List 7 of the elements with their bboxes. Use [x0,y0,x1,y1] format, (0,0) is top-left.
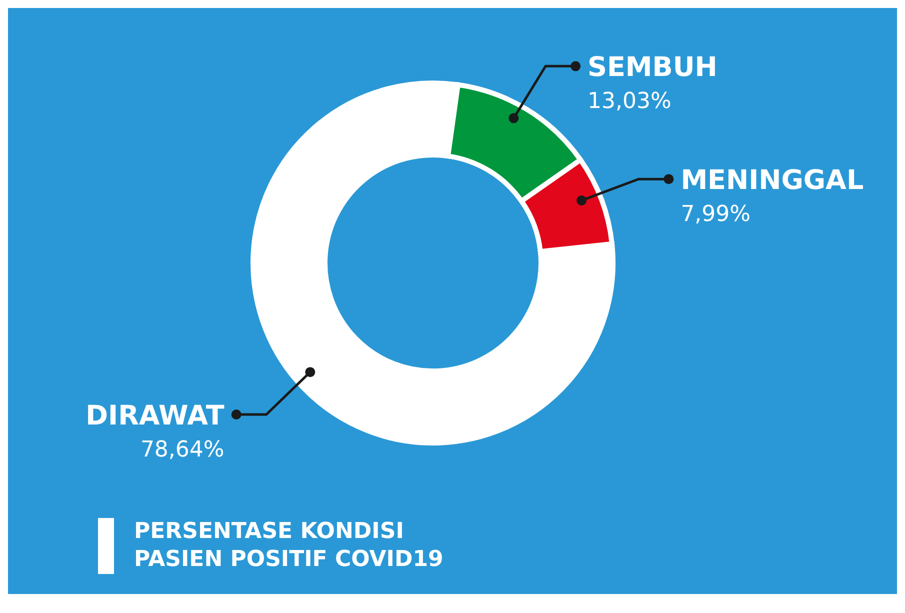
slice-label: MENINGGAL [680,165,864,196]
slice-label: SEMBUH [588,52,718,84]
text: PERSENTASE KONDISI PASIEN POSITIF COVID19 [134,518,444,574]
data-label: 13,03% [588,89,672,114]
data-label: 7,99% [680,202,751,228]
data-label: 78,64% [140,437,224,462]
slice-label: DIRAWAT [86,400,225,432]
